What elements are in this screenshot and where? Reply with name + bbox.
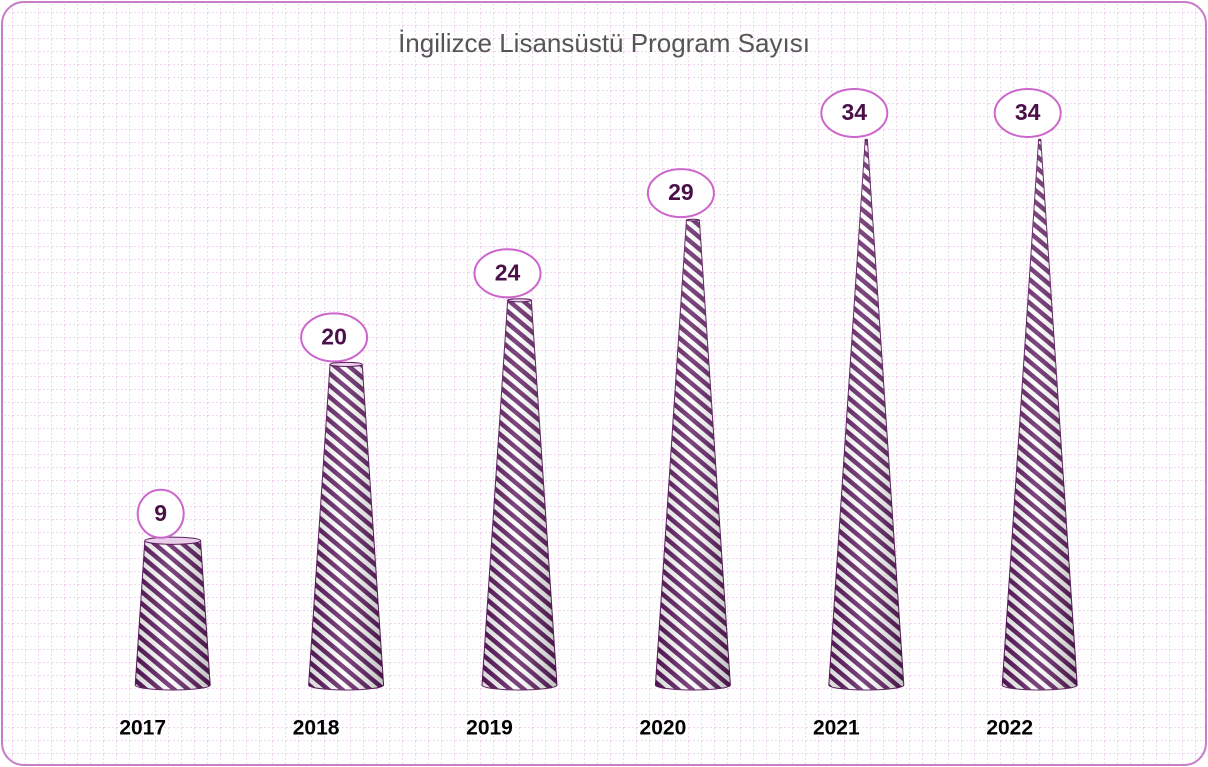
- chart-title: İngilizce Lisansüstü Program Sayısı: [398, 28, 810, 58]
- value-label: 9: [154, 500, 167, 526]
- cone-top: [145, 537, 201, 544]
- cone-top: [508, 299, 532, 302]
- cone-top: [686, 219, 699, 221]
- cone-top: [1039, 139, 1041, 141]
- x-tick-label: 2018: [293, 717, 340, 740]
- value-label: 34: [1015, 99, 1041, 125]
- cone-top: [330, 362, 362, 366]
- cone-shade: [135, 541, 210, 690]
- value-label: 20: [321, 323, 347, 349]
- chart: İngilizce Lisansüstü Program Sayısı 9 201…: [0, 0, 1208, 767]
- cone-top: [865, 139, 867, 141]
- x-tick-label: 2017: [119, 717, 166, 740]
- x-tick-label: 2020: [640, 717, 687, 740]
- x-tick-label: 2021: [813, 717, 860, 740]
- x-tick-label: 2022: [986, 717, 1033, 740]
- value-label: 24: [495, 259, 521, 285]
- x-tick-label: 2019: [466, 717, 513, 740]
- value-label: 34: [842, 99, 868, 125]
- value-label: 29: [668, 179, 694, 205]
